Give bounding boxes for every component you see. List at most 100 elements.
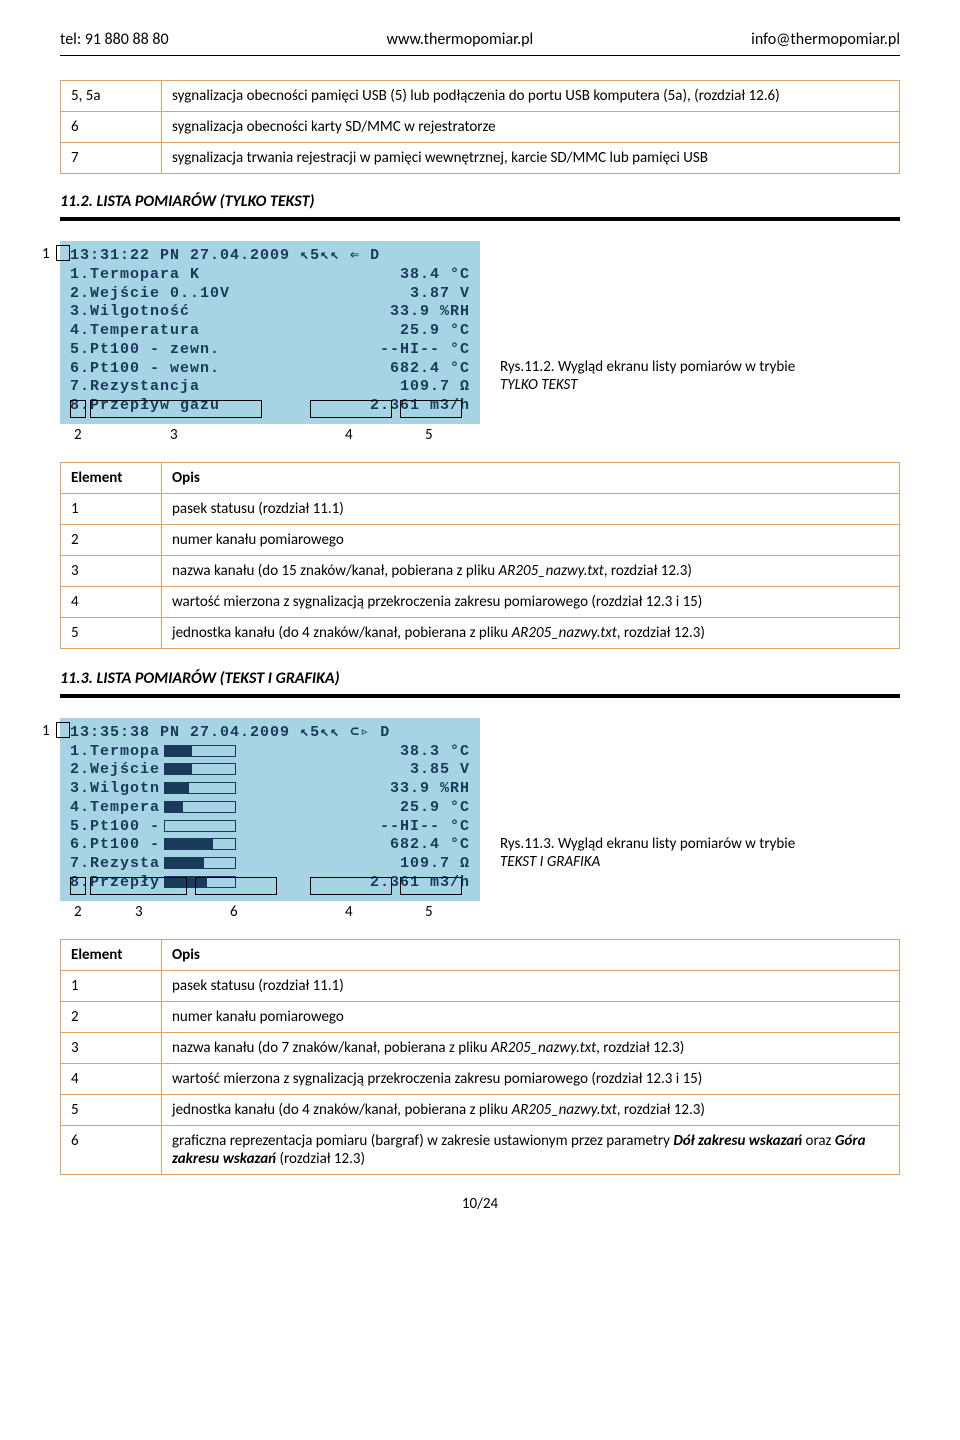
callout-box-2b [70, 877, 86, 895]
table-cell-id: 5 [61, 617, 162, 648]
callout-4b: 4 [345, 903, 353, 921]
table-cell-desc: sygnalizacja trwania rejestracji w pamię… [162, 143, 900, 174]
bargraph [164, 820, 236, 832]
th-opis: Opis [162, 462, 900, 493]
callout-6b: 6 [230, 903, 238, 921]
caption-11-3: Rys.11.3. Wygląd ekranu listy pomiarów w… [500, 835, 800, 871]
table-cell-desc: numer kanału pomiarowego [162, 524, 900, 555]
table-cell-desc: sygnalizacja obecności pamięci USB (5) l… [162, 81, 900, 112]
caption-11-3-text: Rys.11.3. Wygląd ekranu listy pomiarów w… [500, 835, 795, 853]
callout-3: 3 [170, 426, 178, 444]
table-cell-id: 7 [61, 143, 162, 174]
table-cell-desc: wartość mierzona z sygnalizacją przekroc… [162, 586, 900, 617]
lcd-11-3-wrap: 1 13:35:38 PN 27.04.2009 ↖5↖↖ ⊂▹ D1.Term… [60, 718, 480, 901]
callout-box-5b [400, 877, 462, 895]
table-cell-id: 3 [61, 1032, 162, 1063]
table-row: 2numer kanału pomiarowego [61, 524, 900, 555]
callout-box-2 [70, 400, 86, 418]
table-row: 1pasek statusu (rozdział 11.1) [61, 970, 900, 1001]
table-row: 6sygnalizacja obecności karty SD/MMC w r… [61, 112, 900, 143]
caption-11-2-mode: TYLKO TEKST [500, 376, 578, 394]
table-row: 5jednostka kanału (do 4 znaków/kanał, po… [61, 617, 900, 648]
th-opis-b: Opis [162, 939, 900, 970]
callout-5b: 5 [425, 903, 433, 921]
callout-box-4b [310, 877, 392, 895]
callout-box-5 [400, 400, 462, 418]
bargraph [164, 745, 236, 757]
table-cell-desc: pasek statusu (rozdział 11.1) [162, 493, 900, 524]
figure-11-2: 1 13:31:22 PN 27.04.2009 ↖5↖↖ ⇐ D1.Termo… [60, 241, 900, 424]
table-cell-id: 2 [61, 524, 162, 555]
lcd-11-2-wrap: 1 13:31:22 PN 27.04.2009 ↖5↖↖ ⇐ D1.Termo… [60, 241, 480, 424]
callout-5: 5 [425, 426, 433, 444]
table-cell-desc: nazwa kanału (do 15 znaków/kanał, pobier… [162, 555, 900, 586]
table-row: 6graficzna reprezentacja pomiaru (bargra… [61, 1125, 900, 1174]
table-cell-id: 3 [61, 555, 162, 586]
section-11-2-underline [60, 217, 900, 221]
table-cell-id: 5, 5a [61, 81, 162, 112]
table-row: 4wartość mierzona z sygnalizacją przekro… [61, 586, 900, 617]
table-row: 3nazwa kanału (do 15 znaków/kanał, pobie… [61, 555, 900, 586]
table-cell-id: 1 [61, 970, 162, 1001]
callout-4: 4 [345, 426, 353, 444]
table-11-2-desc: Element Opis 1pasek statusu (rozdział 11… [60, 462, 900, 649]
bargraph [164, 782, 236, 794]
callout-box-6b [195, 877, 277, 895]
callout-box-4 [310, 400, 392, 418]
caption-11-2: Rys.11.2. Wygląd ekranu listy pomiarów w… [500, 358, 800, 394]
table-cell-desc: sygnalizacja obecności karty SD/MMC w re… [162, 112, 900, 143]
table-row: 5, 5asygnalizacja obecności pamięci USB … [61, 81, 900, 112]
header-divider [60, 55, 900, 56]
callout-1: 1 [42, 245, 50, 263]
section-11-2-heading: 11.2. LISTA POMIARÓW (TYLKO TEKST) [60, 192, 900, 211]
callout-box-1b [56, 722, 70, 738]
callout-2b: 2 [74, 903, 82, 921]
header-email: info@thermopomiar.pl [751, 30, 900, 49]
lcd-screen-11-3: 13:35:38 PN 27.04.2009 ↖5↖↖ ⊂▹ D1.Termop… [60, 718, 480, 901]
bargraph [164, 763, 236, 775]
table-row: 1pasek statusu (rozdział 11.1) [61, 493, 900, 524]
table-11-3-desc: Element Opis 1pasek statusu (rozdział 11… [60, 939, 900, 1175]
table-row: 5jednostka kanału (do 4 znaków/kanał, po… [61, 1094, 900, 1125]
caption-11-3-mode: TEKST I GRAFIKA [500, 853, 600, 871]
figure-11-3: 1 13:35:38 PN 27.04.2009 ↖5↖↖ ⊂▹ D1.Term… [60, 718, 900, 901]
bargraph [164, 857, 236, 869]
table-cell-desc: graficzna reprezentacja pomiaru (bargraf… [162, 1125, 900, 1174]
callout-box-3 [90, 400, 262, 418]
table-row: 2numer kanału pomiarowego [61, 1001, 900, 1032]
section-11-3-underline [60, 694, 900, 698]
table-row: 7sygnalizacja trwania rejestracji w pami… [61, 143, 900, 174]
table-cell-id: 6 [61, 1125, 162, 1174]
table-cell-id: 4 [61, 586, 162, 617]
table-cell-desc: nazwa kanału (do 7 znaków/kanał, pobiera… [162, 1032, 900, 1063]
page-number: 10/24 [60, 1195, 900, 1213]
callout-3b: 3 [135, 903, 143, 921]
table-cell-id: 2 [61, 1001, 162, 1032]
table-row: 4wartość mierzona z sygnalizacją przekro… [61, 1063, 900, 1094]
table-row: 3nazwa kanału (do 7 znaków/kanał, pobier… [61, 1032, 900, 1063]
page-header: tel: 91 880 88 80 www.thermopomiar.pl in… [60, 30, 900, 49]
callout-2: 2 [74, 426, 82, 444]
table-cell-desc: jednostka kanału (do 4 znaków/kanał, pob… [162, 617, 900, 648]
table-cell-id: 1 [61, 493, 162, 524]
table-cell-desc: pasek statusu (rozdział 11.1) [162, 970, 900, 1001]
caption-11-2-text: Rys.11.2. Wygląd ekranu listy pomiarów w… [500, 358, 795, 376]
section-11-3-heading: 11.3. LISTA POMIARÓW (TEKST I GRAFIKA) [60, 669, 900, 688]
callout-1b: 1 [42, 722, 50, 740]
table-cell-desc: wartość mierzona z sygnalizacją przekroc… [162, 1063, 900, 1094]
callout-box-3b [90, 877, 187, 895]
table-cell-id: 5 [61, 1094, 162, 1125]
lcd-screen-11-2: 13:31:22 PN 27.04.2009 ↖5↖↖ ⇐ D1.Termopa… [60, 241, 480, 424]
th-element-b: Element [61, 939, 162, 970]
th-element: Element [61, 462, 162, 493]
bargraph [164, 801, 236, 813]
header-www: www.thermopomiar.pl [387, 30, 534, 49]
callout-box-1 [56, 245, 70, 261]
header-tel: tel: 91 880 88 80 [60, 30, 169, 49]
usb-signal-table: 5, 5asygnalizacja obecności pamięci USB … [60, 80, 900, 174]
table-cell-id: 4 [61, 1063, 162, 1094]
bargraph [164, 838, 236, 850]
table-cell-desc: jednostka kanału (do 4 znaków/kanał, pob… [162, 1094, 900, 1125]
table-cell-desc: numer kanału pomiarowego [162, 1001, 900, 1032]
table-cell-id: 6 [61, 112, 162, 143]
